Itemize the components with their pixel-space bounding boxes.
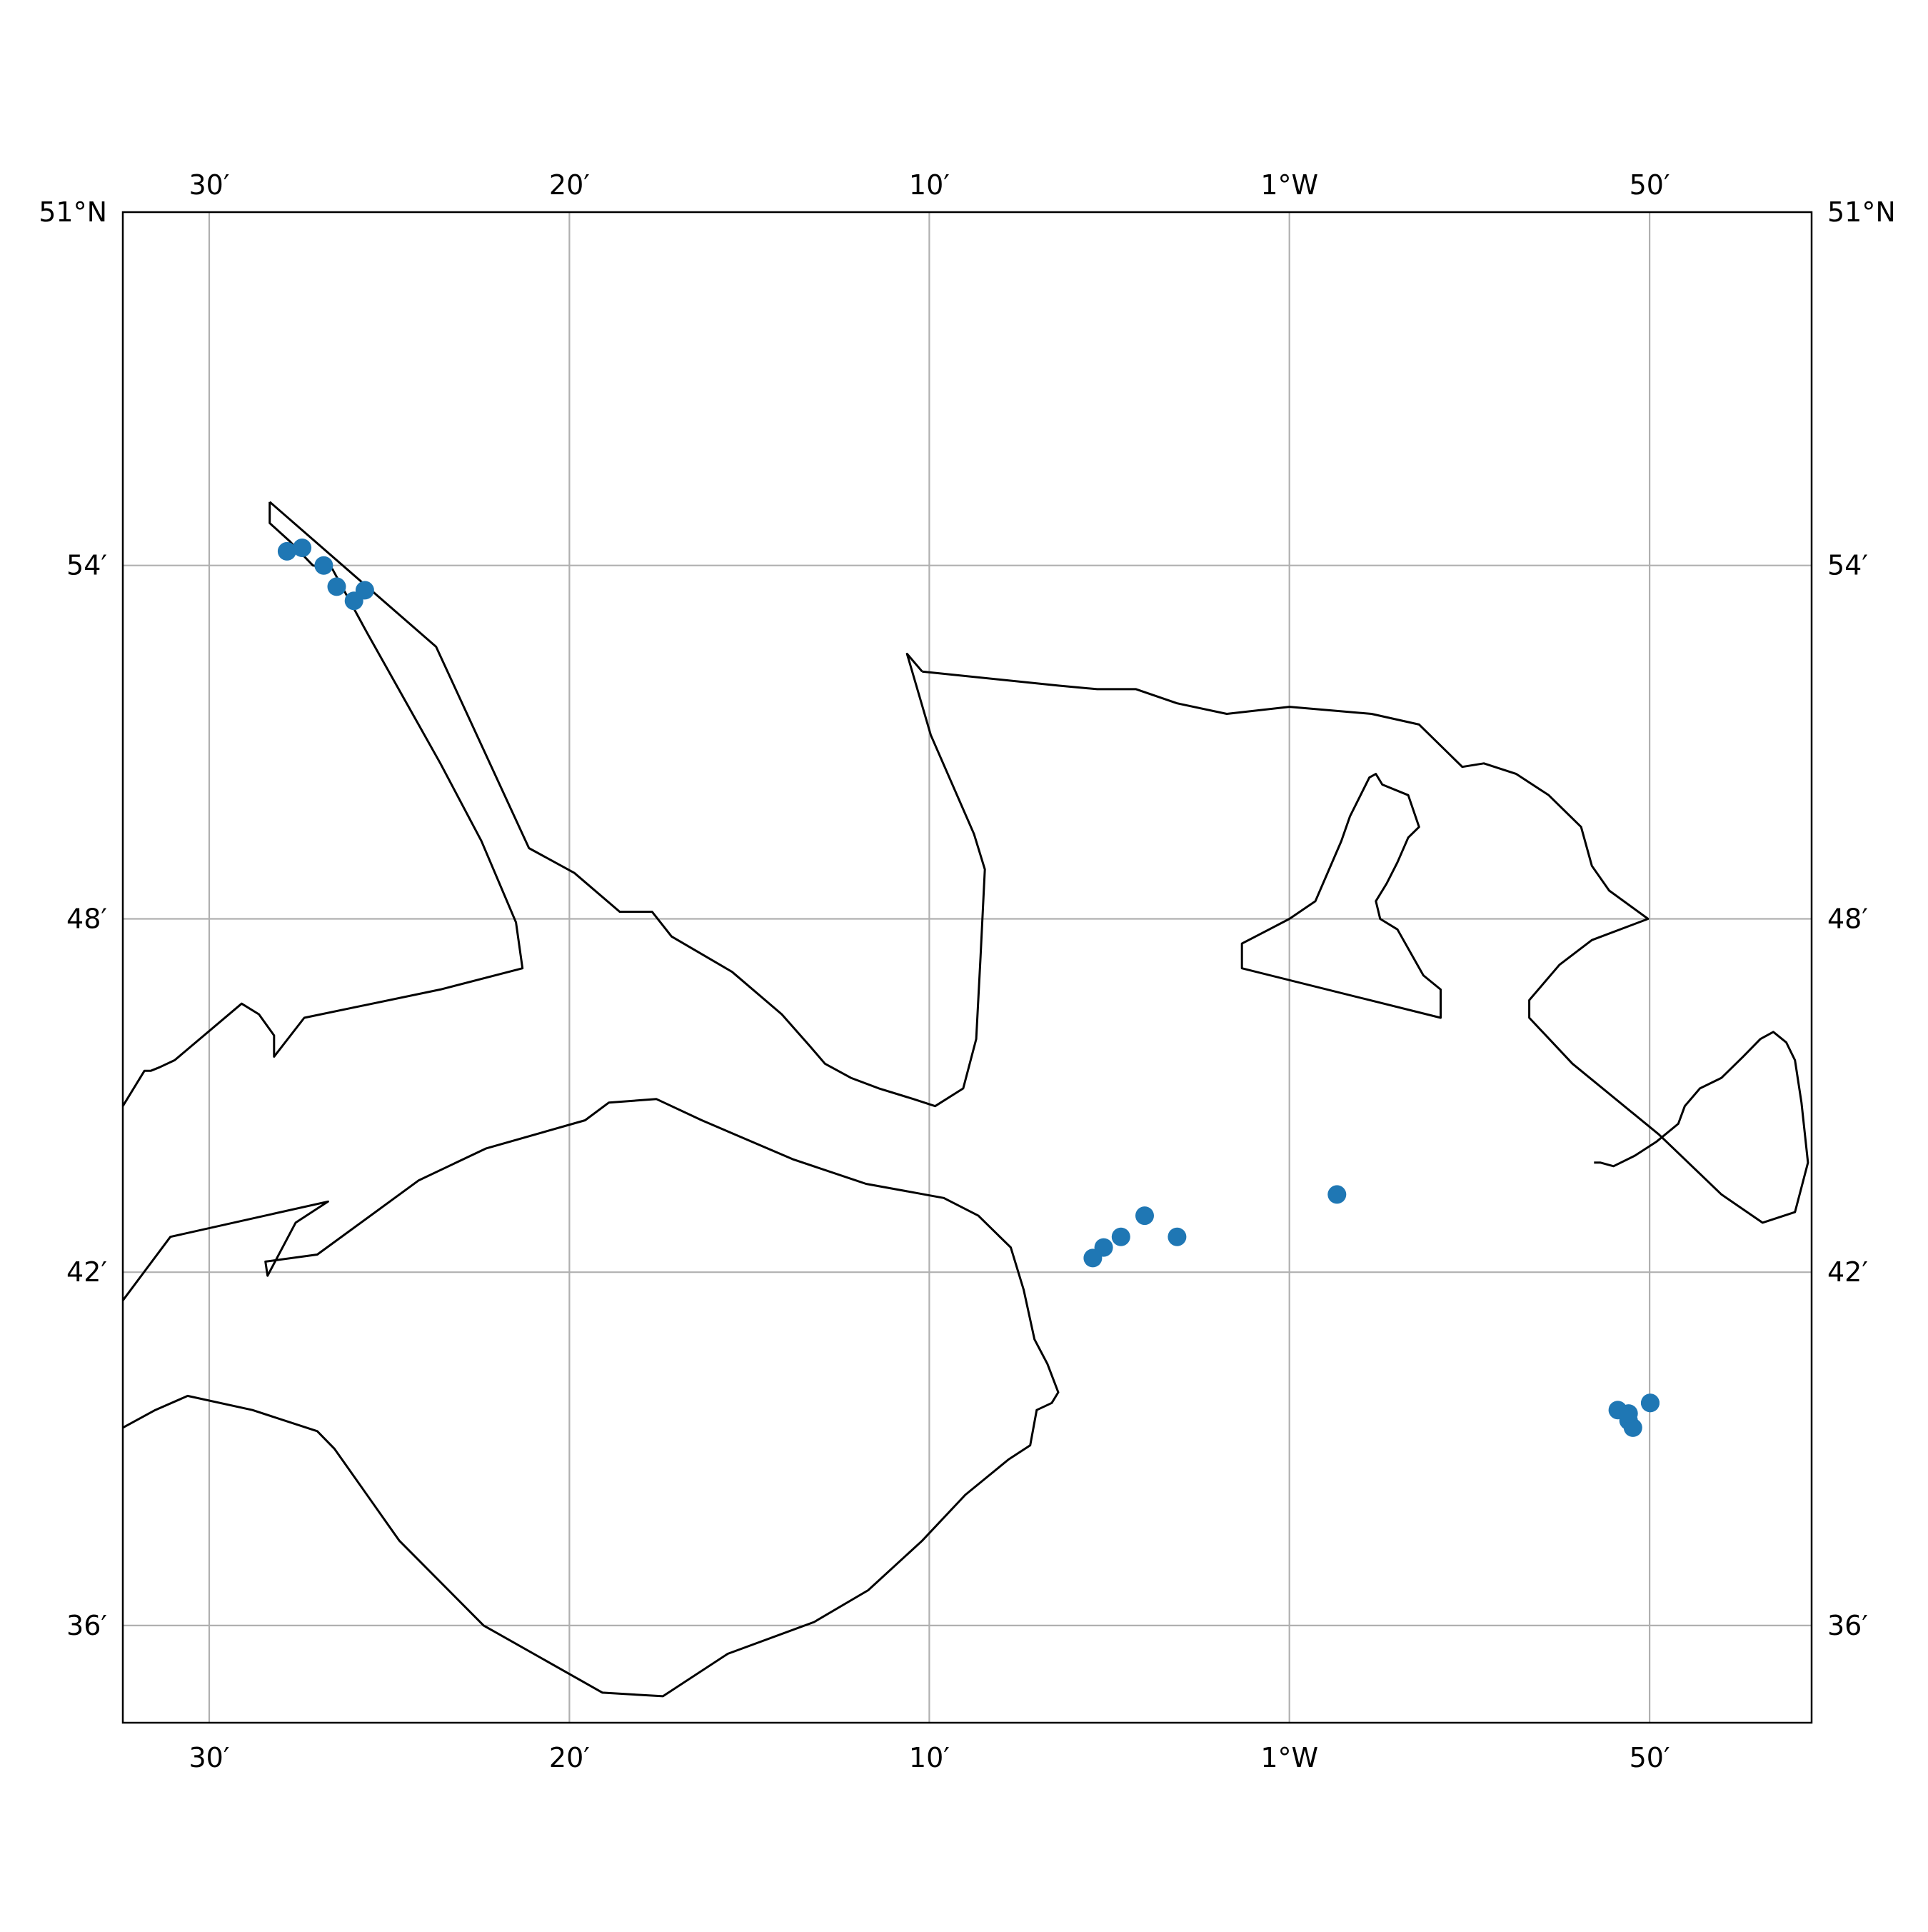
point-marker-14 [1623,1418,1642,1437]
lon-label-top: 20′ [549,169,590,201]
point-marker-2 [314,556,333,575]
axis-labels: 30′ 30′ 20′ 20′ 10′ 10′ 1°W 1°W 50′ 50′ 51°N 51°N 54… [39,169,1896,1773]
lat-label-right: 42′ [1827,1256,1868,1288]
lat-label-left: 42′ [66,1256,107,1288]
point-marker-7 [1135,1206,1154,1226]
coastline-3 [1240,773,1442,1019]
observation-points [277,539,1660,1437]
coastline-4 [121,1098,1060,1698]
lat-label-left: 51°N [39,196,107,228]
lat-label-right: 36′ [1827,1610,1868,1641]
point-marker-6 [1168,1227,1187,1246]
lat-label-right: 54′ [1827,550,1868,581]
point-marker-5 [355,581,374,600]
point-marker-8 [1111,1227,1130,1246]
point-marker-10 [1083,1248,1103,1268]
lon-label-top: 10′ [909,169,950,201]
lat-label-left: 48′ [66,904,107,935]
coastline-2 [922,670,1809,1224]
lon-label-top: 30′ [189,169,230,201]
lat-label-left: 54′ [66,550,107,581]
point-marker-17 [1641,1393,1660,1413]
lat-label-left: 36′ [66,1610,107,1641]
lat-label-right: 51°N [1827,196,1896,228]
point-marker-15 [1619,1404,1638,1423]
lon-label-bottom: 10′ [909,1742,950,1773]
point-marker-0 [277,541,296,561]
lon-label-bottom: 1°W [1260,1742,1318,1773]
lon-label-bottom: 20′ [549,1742,590,1773]
lon-label-bottom: 50′ [1630,1742,1670,1773]
map-frame [121,211,1813,1724]
lat-label-right: 48′ [1827,904,1868,935]
lon-label-top: 1°W [1260,169,1318,201]
lon-label-top: 50′ [1630,169,1670,201]
point-marker-11 [1327,1185,1347,1204]
point-marker-1 [293,539,312,557]
lon-label-bottom: 30′ [189,1742,230,1773]
point-marker-3 [327,577,346,596]
coastline-1 [268,501,986,1108]
